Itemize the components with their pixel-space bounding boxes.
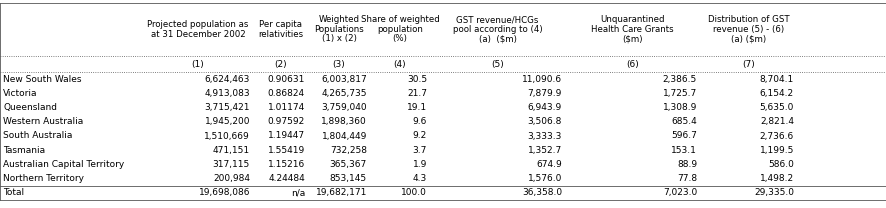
Text: 153.1: 153.1 (671, 146, 697, 155)
Text: 1.55419: 1.55419 (268, 146, 305, 155)
Text: 19,698,086: 19,698,086 (198, 188, 250, 197)
Text: 9.2: 9.2 (413, 131, 427, 140)
Text: 1,352.7: 1,352.7 (528, 146, 562, 155)
Text: 6,003,817: 6,003,817 (322, 75, 367, 84)
Text: (a)  ($m): (a) ($m) (478, 35, 517, 43)
Text: New South Wales: New South Wales (3, 75, 82, 84)
Text: 3.7: 3.7 (413, 146, 427, 155)
Text: (5): (5) (491, 59, 504, 68)
Text: 1,498.2: 1,498.2 (760, 174, 794, 183)
Text: (6): (6) (626, 59, 639, 68)
Text: Share of weighted: Share of weighted (361, 16, 439, 25)
Text: South Australia: South Australia (3, 131, 73, 140)
Text: Projected population as: Projected population as (147, 20, 249, 29)
Text: Australian Capital Territory: Australian Capital Territory (3, 160, 124, 169)
Text: 586.0: 586.0 (768, 160, 794, 169)
Text: 29,335.0: 29,335.0 (754, 188, 794, 197)
Text: 19,682,171: 19,682,171 (315, 188, 367, 197)
Text: (1): (1) (191, 59, 205, 68)
Text: 21.7: 21.7 (407, 89, 427, 98)
Text: Per capita: Per capita (259, 20, 302, 29)
Text: 1.19447: 1.19447 (268, 131, 305, 140)
Text: 317,115: 317,115 (213, 160, 250, 169)
Text: Victoria: Victoria (3, 89, 37, 98)
Text: Total: Total (3, 188, 24, 197)
Text: at 31 December 2002: at 31 December 2002 (151, 30, 245, 39)
Text: 200,984: 200,984 (213, 174, 250, 183)
Text: n/a: n/a (291, 188, 305, 197)
Text: GST revenue/HCGs: GST revenue/HCGs (456, 16, 539, 25)
Text: Populations: Populations (315, 25, 364, 34)
Text: 6,154.2: 6,154.2 (760, 89, 794, 98)
Text: 1.01174: 1.01174 (268, 103, 305, 112)
Text: pool according to (4): pool according to (4) (453, 25, 542, 34)
Text: 732,258: 732,258 (330, 146, 367, 155)
Text: 1,945,200: 1,945,200 (205, 117, 250, 126)
Text: 6,624,463: 6,624,463 (205, 75, 250, 84)
Text: 4.3: 4.3 (413, 174, 427, 183)
Text: (4): (4) (393, 59, 407, 68)
Text: 7,879.9: 7,879.9 (528, 89, 562, 98)
Text: 1,898,360: 1,898,360 (322, 117, 367, 126)
Text: 77.8: 77.8 (677, 174, 697, 183)
Text: 596.7: 596.7 (671, 131, 697, 140)
Text: 88.9: 88.9 (677, 160, 697, 169)
Text: 1,576.0: 1,576.0 (528, 174, 562, 183)
Text: (7): (7) (742, 59, 755, 68)
Text: 36,358.0: 36,358.0 (522, 188, 562, 197)
Text: 2,821.4: 2,821.4 (760, 117, 794, 126)
Text: 2,386.5: 2,386.5 (663, 75, 697, 84)
Text: 1,510,669: 1,510,669 (205, 131, 250, 140)
Text: 9.6: 9.6 (413, 117, 427, 126)
Text: 4.24484: 4.24484 (268, 174, 305, 183)
Text: 11,090.6: 11,090.6 (522, 75, 562, 84)
Text: 7,023.0: 7,023.0 (663, 188, 697, 197)
Text: 471,151: 471,151 (213, 146, 250, 155)
Text: Tasmania: Tasmania (3, 146, 45, 155)
Text: Queensland: Queensland (3, 103, 57, 112)
Text: 1,725.7: 1,725.7 (663, 89, 697, 98)
Text: 853,145: 853,145 (330, 174, 367, 183)
Text: ($m): ($m) (622, 35, 642, 43)
Text: population: population (377, 25, 423, 34)
Text: 3,759,040: 3,759,040 (322, 103, 367, 112)
Text: 1.9: 1.9 (413, 160, 427, 169)
Text: 0.86824: 0.86824 (268, 89, 305, 98)
Text: (2): (2) (274, 59, 287, 68)
Text: (1) x (2): (1) x (2) (322, 35, 356, 43)
Text: 4,265,735: 4,265,735 (322, 89, 367, 98)
Text: Western Australia: Western Australia (3, 117, 83, 126)
Text: 1,804,449: 1,804,449 (322, 131, 367, 140)
Text: Distribution of GST: Distribution of GST (708, 16, 789, 25)
Text: 365,367: 365,367 (330, 160, 367, 169)
Text: Weighted: Weighted (318, 16, 360, 25)
Text: 5,635.0: 5,635.0 (759, 103, 794, 112)
Text: 19.1: 19.1 (407, 103, 427, 112)
Text: 2,736.6: 2,736.6 (760, 131, 794, 140)
Text: (3): (3) (332, 59, 346, 68)
Text: (%): (%) (392, 35, 408, 43)
Text: 3,333.3: 3,333.3 (528, 131, 562, 140)
Text: 30.5: 30.5 (407, 75, 427, 84)
Text: 6,943.9: 6,943.9 (528, 103, 562, 112)
Text: 4,913,083: 4,913,083 (205, 89, 250, 98)
Text: 3,506.8: 3,506.8 (528, 117, 562, 126)
Text: Health Care Grants: Health Care Grants (591, 25, 674, 34)
Text: 1.15216: 1.15216 (268, 160, 305, 169)
Text: 685.4: 685.4 (672, 117, 697, 126)
Text: 1,308.9: 1,308.9 (663, 103, 697, 112)
Text: 0.97592: 0.97592 (268, 117, 305, 126)
Text: (a) ($m): (a) ($m) (731, 35, 766, 43)
Text: 100.0: 100.0 (401, 188, 427, 197)
Text: Northern Territory: Northern Territory (3, 174, 84, 183)
Text: relativities: relativities (258, 30, 303, 39)
Text: 674.9: 674.9 (536, 160, 562, 169)
Text: 1,199.5: 1,199.5 (759, 146, 794, 155)
Text: revenue (5) - (6): revenue (5) - (6) (713, 25, 784, 34)
Text: 0.90631: 0.90631 (268, 75, 305, 84)
Text: Unquarantined: Unquarantined (600, 16, 664, 25)
Text: 8,704.1: 8,704.1 (760, 75, 794, 84)
Text: 3,715,421: 3,715,421 (205, 103, 250, 112)
